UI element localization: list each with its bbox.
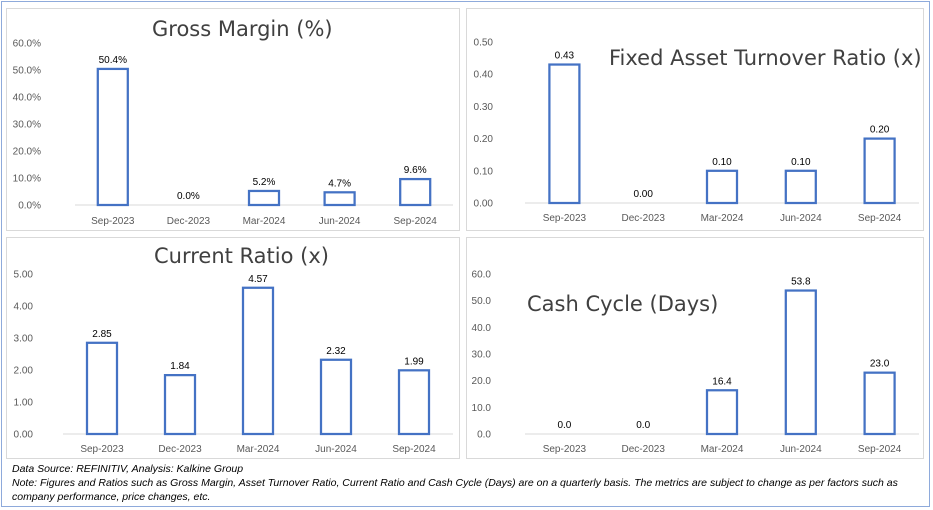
data-label: 1.99	[404, 356, 424, 367]
cash-cycle-chart-panel: 0.0 10.0 20.0 30.0 40.0 50.0 60.0 0.0 Sep-2023 0.…	[466, 237, 924, 459]
y-tick-label: 10.0	[472, 403, 492, 414]
data-label: 1.84	[170, 361, 190, 372]
fixed-asset-turnover-chart-panel: 0.00 0.10 0.20 0.30 0.40 0.50 0.43 Sep-2023 0.00…	[466, 8, 924, 231]
bar	[548, 63, 581, 205]
x-tick-label: Mar-2024	[237, 444, 280, 455]
x-tick-label: Jun-2024	[315, 444, 357, 455]
bar	[247, 189, 281, 207]
cash-cycle-chart-title: Cash Cycle (Days)	[527, 292, 719, 316]
bar	[784, 289, 817, 436]
x-tick-label: Sep-2023	[543, 213, 587, 224]
bar	[319, 358, 353, 436]
y-tick-label: 0.00	[474, 199, 494, 210]
y-tick-label: 5.00	[14, 270, 34, 281]
y-tick-label: 20.0%	[13, 147, 41, 158]
y-tick-label: 50.0%	[13, 66, 41, 77]
y-tick-label: 2.00	[14, 366, 34, 377]
x-tick-label: Dec-2023	[167, 216, 211, 227]
bar	[863, 137, 896, 205]
data-label: 0.0	[636, 420, 650, 431]
data-label: 2.85	[92, 329, 112, 340]
y-tick-label: 0.0	[477, 430, 491, 441]
data-label: 23.0	[870, 359, 890, 370]
x-tick-label: Jun-2024	[780, 444, 822, 455]
data-label: 0.20	[870, 125, 890, 136]
bar	[397, 369, 431, 436]
x-tick-label: Sep-2023	[91, 216, 135, 227]
y-tick-label: 50.0	[472, 296, 492, 307]
data-label: 5.2%	[253, 177, 276, 188]
data-label: 0.00	[633, 189, 653, 200]
fixed-asset-turnover-chart-title: Fixed Asset Turnover Ratio (x)	[609, 46, 922, 70]
y-tick-label: 0.0%	[18, 201, 41, 212]
y-tick-label: 60.0%	[13, 39, 41, 50]
cash-cycle-chart: 0.0 10.0 20.0 30.0 40.0 50.0 60.0 0.0 Sep-2023 0.…	[472, 270, 919, 455]
y-tick-label: 0.20	[474, 134, 494, 145]
data-source-note: Data Source: REFINITIV, Analysis: Kalkin…	[12, 463, 244, 475]
fixed-asset-turnover-chart: 0.00 0.10 0.20 0.30 0.40 0.50 0.43 Sep-2023 0.00…	[474, 38, 919, 224]
data-label: 0.10	[712, 157, 732, 168]
y-tick-label: 20.0	[472, 376, 492, 387]
x-tick-label: Sep-2023	[80, 444, 124, 455]
gross-margin-chart: 0.0% 10.0% 20.0% 30.0% 40.0% 50.0% 60.0% 50.4% S…	[13, 39, 453, 227]
data-label: 16.4	[712, 376, 732, 387]
x-tick-label: Sep-2023	[543, 444, 587, 455]
y-tick-label: 4.00	[14, 302, 34, 313]
y-tick-label: 3.00	[14, 334, 34, 345]
data-label: 53.8	[791, 277, 811, 288]
y-tick-label: 10.0%	[13, 174, 41, 185]
bar	[323, 191, 356, 207]
data-label: 0.43	[555, 51, 575, 62]
y-tick-label: 0.40	[474, 70, 494, 81]
data-label: 0.0	[557, 420, 571, 431]
data-label: 2.32	[326, 346, 346, 357]
y-tick-label: 1.00	[14, 398, 34, 409]
x-tick-label: Sep-2024	[858, 444, 902, 455]
data-label: 50.4%	[99, 55, 127, 66]
y-tick-label: 30.0%	[13, 120, 41, 131]
gross-margin-chart-panel: 0.0% 10.0% 20.0% 30.0% 40.0% 50.0% 60.0% 50.4% S…	[6, 8, 460, 231]
y-tick-label: 0.50	[474, 38, 494, 49]
data-label: 4.7%	[328, 178, 351, 189]
bar	[705, 389, 739, 436]
current-ratio-chart-title: Current Ratio (x)	[154, 244, 329, 268]
y-tick-label: 0.10	[474, 166, 494, 177]
x-tick-label: Dec-2023	[622, 213, 666, 224]
y-tick-label: 40.0%	[13, 93, 41, 104]
bar	[399, 177, 432, 207]
y-tick-label: 40.0	[472, 323, 492, 334]
data-label: 0.10	[791, 157, 811, 168]
current-ratio-chart-panel: 0.00 1.00 2.00 3.00 4.00 5.00 2.85 Sep-2023 1.84…	[6, 237, 460, 459]
y-tick-label: 0.00	[14, 430, 34, 441]
x-tick-label: Dec-2023	[158, 444, 202, 455]
bar	[85, 341, 119, 436]
x-tick-label: Sep-2024	[858, 213, 902, 224]
x-tick-label: Sep-2024	[392, 444, 436, 455]
x-tick-label: Jun-2024	[319, 216, 361, 227]
y-tick-label: 0.30	[474, 102, 494, 113]
x-tick-label: Mar-2024	[701, 213, 744, 224]
x-tick-label: Sep-2024	[394, 216, 438, 227]
gross-margin-chart-title: Gross Margin (%)	[152, 17, 333, 41]
disclaimer-note: Note: Figures and Ratios such as Gross M…	[12, 477, 898, 503]
x-tick-label: Dec-2023	[622, 444, 666, 455]
data-label: 0.0%	[177, 191, 200, 202]
x-tick-label: Mar-2024	[243, 216, 286, 227]
y-tick-label: 30.0	[472, 350, 492, 361]
bar	[863, 371, 896, 436]
bar	[96, 67, 129, 207]
x-tick-label: Jun-2024	[780, 213, 822, 224]
x-tick-label: Mar-2024	[701, 444, 744, 455]
y-tick-label: 60.0	[472, 270, 492, 281]
bar	[784, 169, 817, 205]
bar	[241, 286, 275, 436]
bar	[163, 373, 197, 436]
current-ratio-chart: 0.00 1.00 2.00 3.00 4.00 5.00 2.85 Sep-2023 1.84…	[14, 270, 453, 455]
bar	[705, 169, 739, 205]
data-label: 9.6%	[404, 165, 427, 176]
data-label: 4.57	[248, 274, 268, 285]
